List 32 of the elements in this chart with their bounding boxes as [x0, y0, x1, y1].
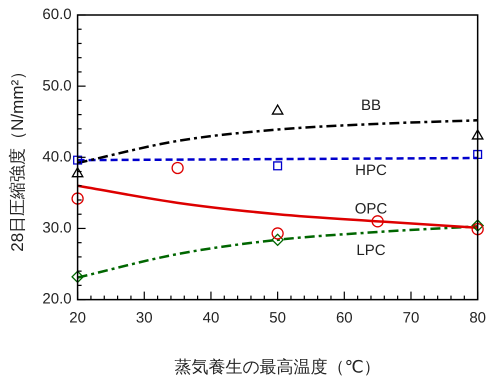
- series-label: OPC: [354, 200, 388, 218]
- y-tick-label: 60.0: [42, 6, 72, 24]
- point: [473, 150, 482, 159]
- point: [73, 156, 82, 165]
- x-tick-label: 50: [269, 310, 286, 327]
- point: [71, 192, 84, 205]
- point: [472, 219, 484, 232]
- y-tick-label: 50.0: [42, 77, 72, 94]
- point: [472, 129, 484, 140]
- x-tick-label: 60: [336, 310, 353, 327]
- y-tick-label: 20.0: [42, 290, 72, 308]
- x-axis-title: 蒸気養生の最高温度（℃）: [174, 357, 381, 376]
- x-tick-label: 40: [202, 310, 220, 327]
- y-axis-title: 28日圧縮強度（N/mm²）: [8, 62, 27, 252]
- point: [72, 167, 84, 178]
- x-tick-label: 20: [69, 310, 86, 327]
- point: [272, 104, 284, 115]
- point: [271, 234, 284, 246]
- x-tick-label: 70: [402, 310, 420, 327]
- point: [171, 162, 184, 174]
- series-label: HPC: [355, 162, 387, 179]
- x-tick-label: 80: [469, 310, 486, 327]
- x-tick-label: 30: [136, 310, 153, 327]
- point: [371, 215, 384, 228]
- series-label: BB: [360, 96, 381, 114]
- series-label: LPC: [356, 242, 386, 260]
- point: [273, 161, 282, 170]
- point: [71, 270, 84, 283]
- y-tick-label: 40.0: [42, 148, 72, 166]
- y-tick-label: 30.0: [42, 220, 72, 237]
- point: [472, 223, 484, 236]
- point: [271, 227, 284, 240]
